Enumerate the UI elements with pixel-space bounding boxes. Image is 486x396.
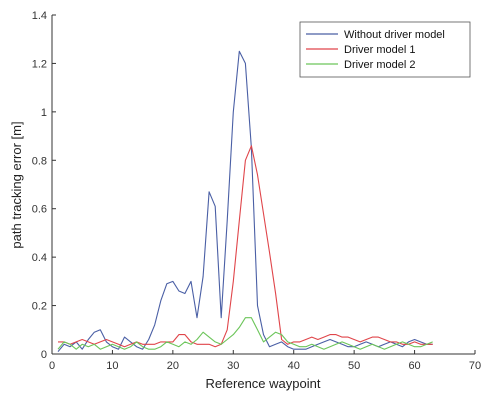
legend-label-1: Without driver model — [344, 29, 445, 41]
y-tick-label: 1 — [41, 107, 47, 119]
series-line-2 — [58, 145, 433, 348]
y-axis-ticks: 0 0.2 0.4 0.6 0.8 1 1.2 1.4 — [32, 10, 56, 361]
y-tick-label: 0.6 — [32, 204, 47, 216]
y-tick-label: 0.2 — [32, 301, 47, 313]
x-tick-label: 60 — [408, 360, 420, 372]
y-tick-label: 1.2 — [32, 58, 47, 70]
series-line-3 — [57, 317, 433, 350]
y-tick-label: 1.4 — [32, 10, 47, 22]
x-tick-label: 50 — [348, 360, 360, 372]
x-tick-label: 70 — [469, 360, 481, 372]
legend-label-3: Driver model 2 — [344, 59, 416, 71]
y-tick-label: 0.4 — [32, 252, 47, 264]
x-tick-label: 10 — [106, 360, 118, 372]
x-axis-label: Reference waypoint — [206, 376, 321, 391]
x-tick-label: 40 — [288, 360, 300, 372]
legend: Without driver model Driver model 1 Driver… — [299, 21, 471, 78]
y-tick-label: 0.8 — [32, 155, 47, 167]
legend-items: Without driver model Driver model 1 Driver… — [306, 29, 445, 71]
x-axis-ticks: 0 10 20 30 40 50 60 70 — [49, 350, 481, 372]
x-tick-label: 30 — [227, 360, 239, 372]
x-tick-label: 0 — [49, 360, 55, 372]
legend-label-2: Driver model 1 — [344, 44, 416, 56]
x-tick-label: 20 — [167, 360, 179, 372]
y-tick-label: 0 — [41, 349, 47, 361]
y-axis-label: path tracking error [m] — [9, 121, 24, 248]
series-lines — [57, 50, 433, 352]
